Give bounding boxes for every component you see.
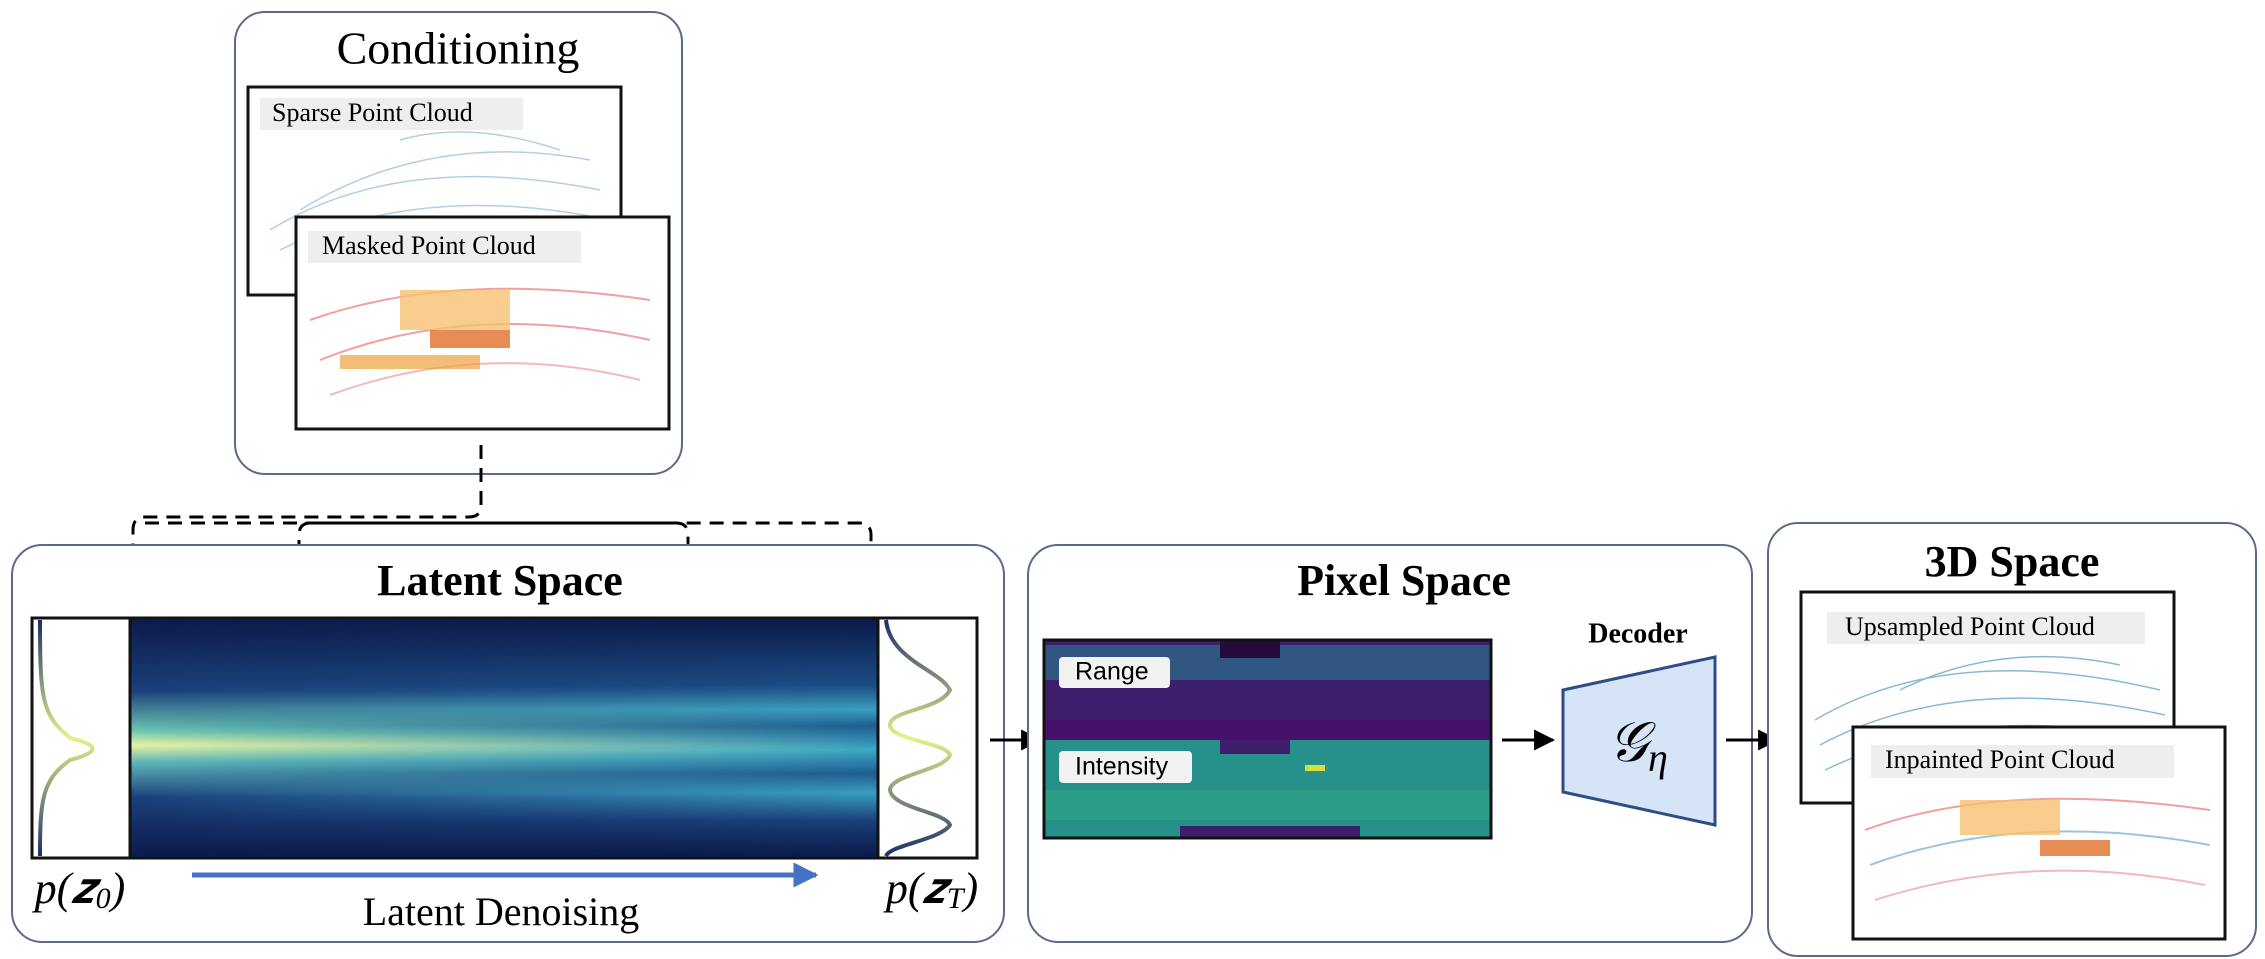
decoder-title: Decoder — [1588, 618, 1688, 649]
latent-title: Latent Space — [377, 556, 623, 605]
text-part: p(𝒛 — [32, 864, 103, 913]
range-label: Range — [1075, 658, 1149, 686]
p0-label: p(𝒛0) — [32, 864, 126, 915]
range-image — [1044, 640, 1491, 740]
conditioning-title: Conditioning — [337, 23, 580, 74]
diagram: Conditioning Sparse Point Cloud Masked P… — [0, 0, 2265, 959]
denoise-label: Latent Denoising — [363, 889, 640, 934]
sparse-label: Sparse Point Cloud — [272, 98, 473, 127]
text-part: ) — [108, 864, 126, 913]
text-part: ) — [961, 864, 979, 913]
upsampled-label: Upsampled Point Cloud — [1845, 612, 2095, 641]
inpainted-label: Inpainted Point Cloud — [1885, 745, 2115, 774]
masked-label: Masked Point Cloud — [322, 231, 536, 260]
text-part: p(𝒛 — [883, 864, 954, 913]
heatmap-overlay — [130, 619, 878, 857]
text-part: η — [1648, 735, 1668, 780]
pixel-title: Pixel Space — [1297, 556, 1511, 605]
intensity-label: Intensity — [1075, 753, 1169, 781]
text-part: 0 — [96, 882, 111, 915]
space3d-title: 3D Space — [1925, 537, 2100, 586]
pT-label: p(𝒛T) — [883, 864, 978, 915]
